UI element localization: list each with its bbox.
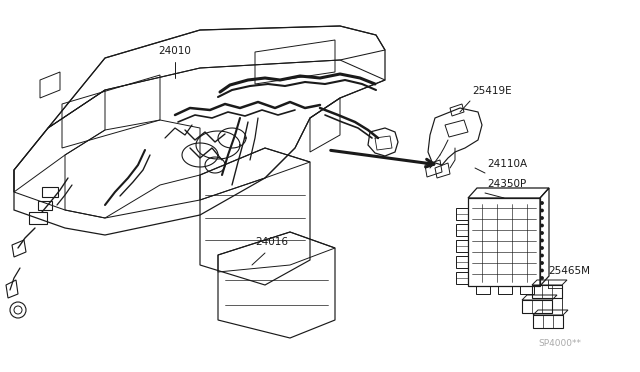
Circle shape — [541, 239, 543, 242]
Circle shape — [541, 232, 543, 234]
Circle shape — [541, 277, 543, 279]
Circle shape — [541, 224, 543, 227]
Text: 24350P: 24350P — [487, 179, 526, 189]
Circle shape — [541, 209, 543, 212]
Text: 24010: 24010 — [159, 46, 191, 56]
Circle shape — [541, 262, 543, 264]
Text: 24016: 24016 — [255, 237, 289, 247]
Circle shape — [541, 254, 543, 257]
Circle shape — [541, 247, 543, 249]
Text: 25465M: 25465M — [548, 266, 590, 276]
Bar — [42, 187, 58, 197]
Text: SP4000**: SP4000** — [538, 339, 582, 348]
Text: 25419E: 25419E — [472, 86, 511, 96]
Circle shape — [541, 217, 543, 219]
Bar — [29, 212, 47, 224]
Bar — [38, 201, 52, 210]
Circle shape — [541, 269, 543, 272]
Circle shape — [541, 202, 543, 204]
Text: 24110A: 24110A — [487, 159, 527, 169]
